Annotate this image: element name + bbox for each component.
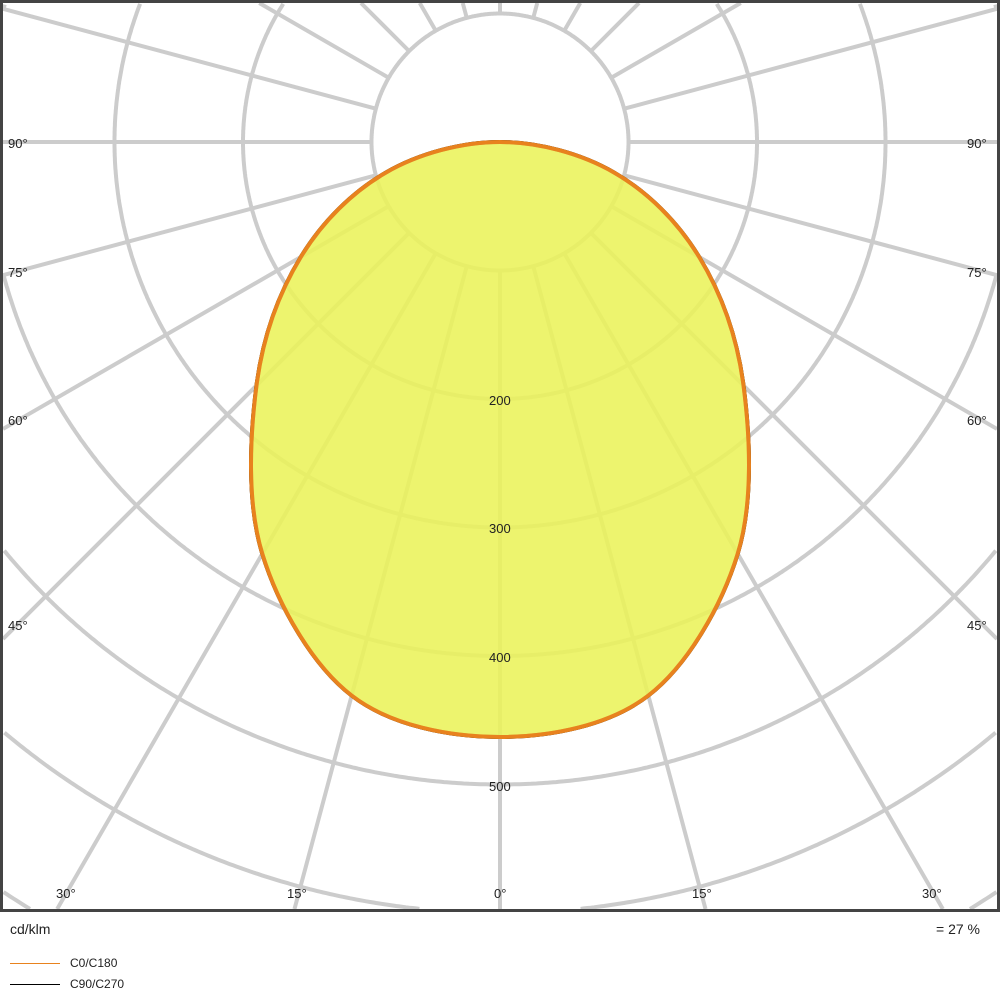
grid-ring [2, 549, 998, 787]
grid-ring [2, 890, 998, 911]
angle-label: 90° [967, 136, 987, 151]
angle-label: 30° [922, 886, 942, 901]
angle-label: 45° [8, 618, 28, 633]
grid-ring [1, 4, 999, 658]
unit-label: cd/klm [10, 921, 51, 937]
grid-spoke [460, 2, 469, 19]
angle-label: 15° [287, 886, 307, 901]
intensity-curves [249, 140, 751, 739]
intensity-curve-c0-c180 [249, 140, 751, 739]
angle-label: 60° [8, 413, 28, 428]
grid-spoke [2, 6, 377, 111]
efficiency-label: = 27 % [936, 921, 980, 937]
angle-label: 15° [692, 886, 712, 901]
grid-spoke [418, 2, 438, 32]
legend-label-c0: C0/C180 [70, 956, 118, 970]
radial-tick-label: 200 [489, 393, 511, 408]
grid-spoke [610, 1, 742, 80]
polar-plot [0, 0, 1000, 912]
grid-spoke [359, 1, 411, 53]
grid-spoke [623, 6, 998, 111]
grid-ring [3, 731, 997, 911]
angle-label: 30° [56, 886, 76, 901]
legend-line-c0 [10, 963, 60, 964]
angle-label: 0° [494, 886, 507, 901]
angle-label: 75° [8, 265, 28, 280]
grid-spoke [2, 173, 377, 278]
angle-label: 45° [967, 618, 987, 633]
grid-spoke [562, 1, 582, 32]
legend-line-c90 [10, 984, 60, 985]
angle-label: 75° [967, 265, 987, 280]
legend-label-c90: C90/C270 [70, 977, 125, 991]
angle-label: 60° [967, 413, 987, 428]
grid-spoke [589, 1, 641, 53]
angle-label: 90° [8, 136, 28, 151]
grid-spoke [531, 2, 540, 19]
radial-tick-label: 500 [489, 779, 511, 794]
grid-spoke [258, 1, 390, 80]
radial-tick-label: 400 [489, 650, 511, 665]
plot-frame [0, 0, 1000, 912]
grid-spoke [623, 173, 998, 278]
radial-tick-label: 300 [489, 521, 511, 536]
